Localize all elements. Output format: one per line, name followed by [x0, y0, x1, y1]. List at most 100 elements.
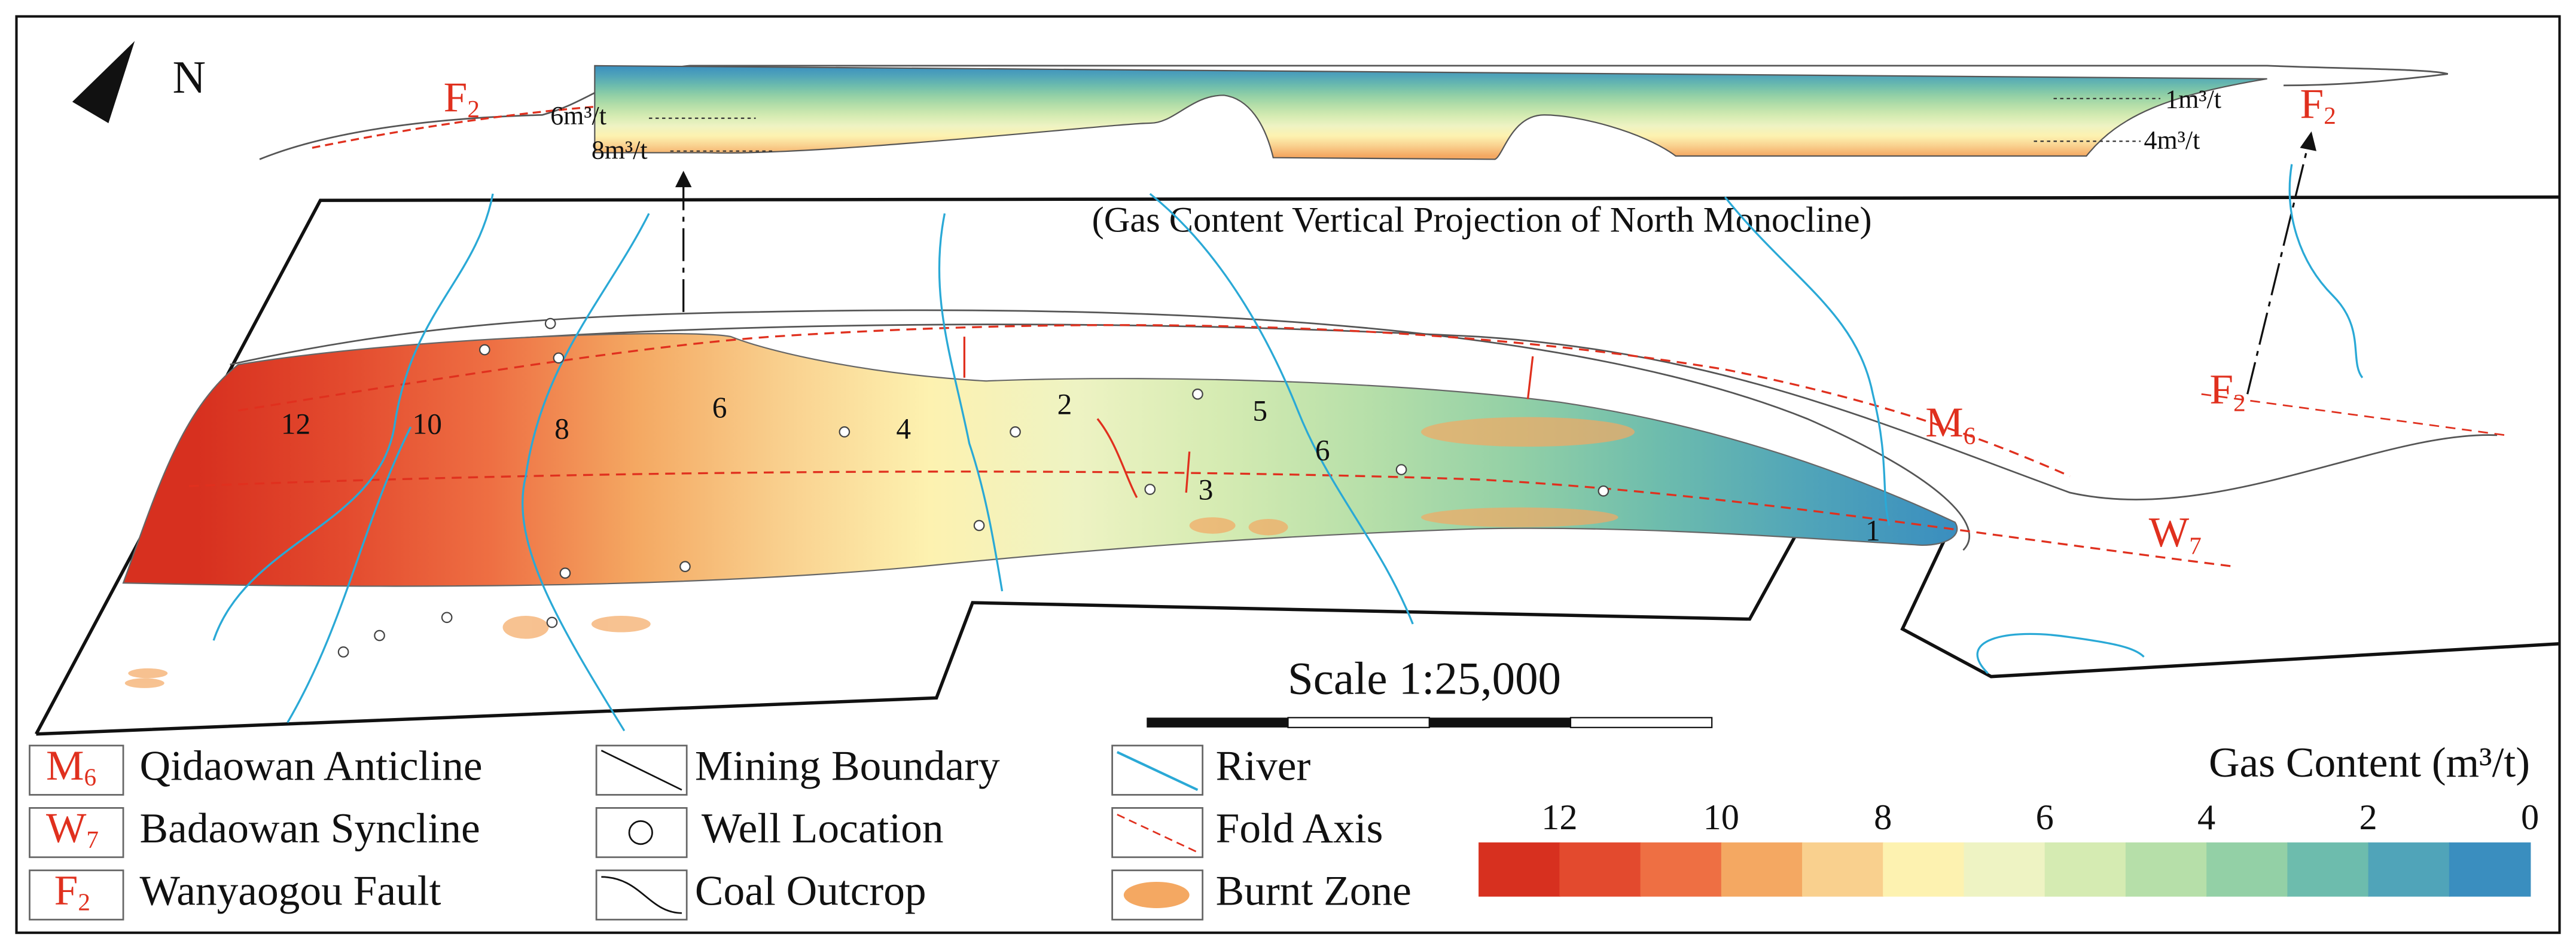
letter: M: [46, 743, 84, 790]
fault-label: F2: [2209, 366, 2245, 417]
colorbar-tick-label: 2: [2359, 798, 2377, 838]
contour-label: 8: [554, 413, 569, 445]
isoline-label: 1m³/t: [2165, 84, 2221, 114]
scale-bar: [1147, 717, 1713, 728]
arrow-head: [2300, 131, 2316, 151]
fault-line: [2201, 393, 2506, 436]
projection-fault-label: F2: [2300, 81, 2336, 130]
letter: F: [2300, 81, 2324, 128]
colorbar-cell: [1802, 842, 1884, 897]
contour-label: 10: [412, 408, 441, 441]
legend-symbol: W7: [46, 805, 99, 854]
rivers: [212, 164, 2364, 732]
north-arrow: [72, 41, 135, 124]
contour-label: 6: [712, 391, 727, 424]
legend-icon: [1123, 882, 1190, 908]
frame: [15, 15, 2561, 934]
subscript: 7: [86, 826, 99, 854]
colorbar-cell: [1478, 842, 1560, 897]
legend-box: [29, 807, 124, 859]
colorbar-tick-label: 6: [2036, 798, 2054, 838]
legend-text: Mining Boundary: [695, 743, 1000, 790]
legend-symbol: F2: [54, 867, 90, 916]
subscript: 6: [84, 763, 96, 791]
letter: W: [2149, 509, 2190, 557]
contour-label: 3: [1199, 473, 1214, 506]
isoline-leaders: [649, 97, 2161, 152]
letter: F: [444, 74, 468, 121]
colorbar-tick-label: 0: [2521, 798, 2539, 838]
projection-fault-label: F2: [444, 74, 480, 123]
legend-icon: [1116, 751, 1199, 792]
projection-arrows: [682, 144, 2309, 395]
colorbar-cell: [2368, 842, 2450, 897]
colorbar-cell: [1721, 842, 1803, 897]
coal-outcrop: [328, 323, 2498, 500]
legend-icon: [1117, 814, 1199, 853]
legend-box: [595, 807, 688, 859]
colorbar-cell: [1559, 842, 1641, 897]
subscript: 7: [2189, 532, 2202, 560]
contour-band: [122, 332, 1958, 587]
colorbar-tick-label: 10: [1703, 798, 1739, 838]
legend-symbol: M6: [46, 743, 96, 792]
legend-box: [29, 869, 124, 921]
colorbar-tick-label: 12: [1541, 798, 1577, 838]
legend-text: Well Location: [702, 805, 944, 852]
burnt-zones: [124, 417, 1635, 688]
contour-label: 1: [1865, 514, 1880, 547]
anticline-label: M6: [1925, 399, 1976, 450]
isoline-label: 6m³/t: [550, 101, 606, 130]
contour-label: 5: [1252, 395, 1267, 427]
legend-icon: [628, 820, 653, 845]
mining-boundary: [35, 195, 2560, 735]
contour-label: 12: [281, 408, 310, 441]
subscript: 2: [78, 888, 90, 916]
arrow-head: [675, 170, 692, 188]
contour-label: 6: [1315, 433, 1330, 466]
projection-title: (Gas Content Vertical Projection of Nort…: [1092, 200, 1872, 240]
legend-box: [29, 744, 124, 796]
legend-text: Fold Axis: [1216, 805, 1383, 852]
letter: W: [46, 805, 87, 852]
legend-text: Qidaowan Anticline: [140, 743, 483, 790]
contour-label: 2: [1057, 388, 1072, 421]
syncline-label: W7: [2149, 509, 2202, 560]
legend-text: Wanyaogou Fault: [140, 867, 441, 914]
contour-label: 4: [896, 413, 911, 445]
legend-text: Badaowan Syncline: [140, 805, 480, 852]
fold-axes: [188, 324, 2234, 568]
letter: F: [54, 867, 78, 914]
colorbar-cell: [2125, 842, 2208, 897]
colorbar-tick-label: 4: [2197, 798, 2215, 838]
subscript: 2: [2233, 389, 2246, 417]
subscript: 6: [1964, 422, 1976, 450]
isoline-label: 8m³/t: [592, 136, 648, 165]
fold-arrows: [963, 337, 1534, 499]
letter: F: [2209, 366, 2233, 414]
colorbar-cell: [1964, 842, 2046, 897]
colorbar-cell: [2044, 842, 2127, 897]
legend-text: River: [1216, 743, 1311, 790]
colorbar-tick-label: 8: [1874, 798, 1892, 838]
colorbar-cell: [1640, 842, 1723, 897]
projection-contours: [594, 65, 2267, 160]
colorbar-cell: [1883, 842, 1965, 897]
isoline-label: 4m³/t: [2144, 126, 2200, 155]
colorbar-cell: [2287, 842, 2369, 897]
subscript: 2: [2324, 102, 2336, 129]
coal-outcrop: [230, 309, 1970, 551]
legend-text: Burnt Zone: [1216, 867, 1412, 914]
scale-label: Scale 1:25,000: [1288, 652, 1561, 704]
letter: M: [1925, 399, 1964, 447]
legend-icon: [600, 750, 682, 791]
colorbar-cell: [2449, 842, 2531, 897]
colorbar-title: Gas Content (m³/t): [2209, 739, 2530, 786]
subscript: 2: [467, 95, 480, 123]
colorbar-cell: [2206, 842, 2288, 897]
projection-fault: [312, 105, 595, 149]
wells: [337, 317, 1609, 658]
legend-icon: [601, 876, 682, 914]
north-label: N: [172, 51, 206, 103]
